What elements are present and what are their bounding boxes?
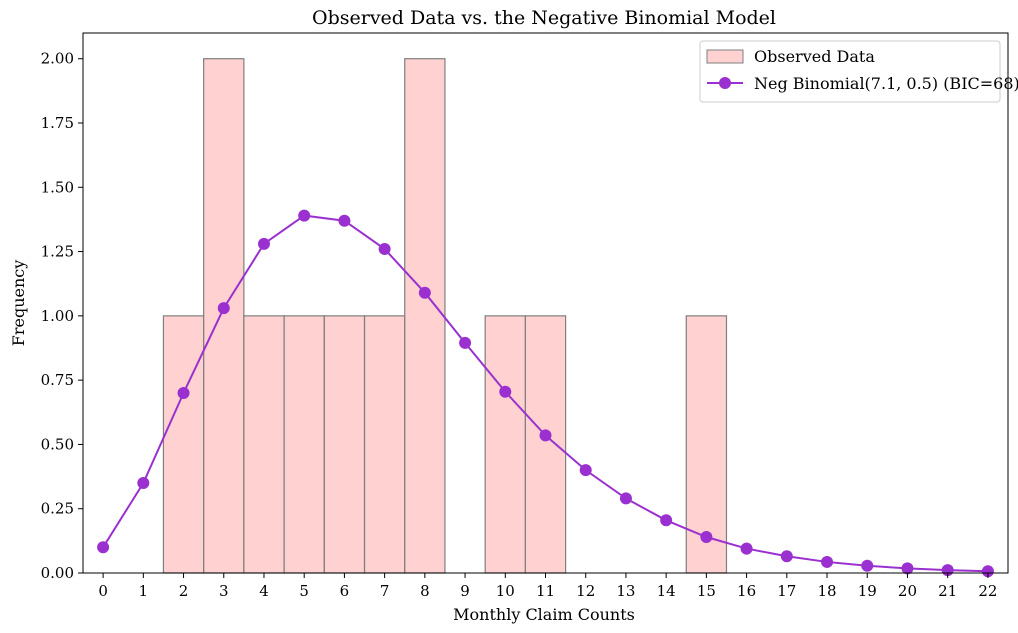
model-point-19 — [861, 559, 874, 572]
legend: Observed Data Neg Binomial(7.1, 0.5) (BI… — [699, 40, 1018, 103]
x-tick-label-11: 11 — [536, 582, 555, 600]
x-tick-label-4: 4 — [259, 582, 269, 600]
bar-15 — [685, 315, 728, 574]
model-point-10 — [499, 385, 512, 398]
y-tick-label-4: 1.00 — [41, 307, 74, 325]
model-point-7 — [378, 243, 391, 255]
x-tick-label-10: 10 — [496, 582, 515, 600]
legend-swatch-observed — [706, 49, 744, 64]
bar-10 — [484, 315, 526, 574]
x-tick-label-5: 5 — [299, 582, 309, 600]
model-point-5 — [298, 209, 311, 222]
x-axis-label: Monthly Claim Counts — [453, 605, 635, 624]
bar-4 — [243, 315, 285, 574]
x-tick-label-8: 8 — [420, 582, 430, 600]
model-point-4 — [257, 237, 270, 250]
y-tick-label-5: 1.25 — [41, 243, 74, 261]
model-point-22 — [981, 565, 994, 578]
x-tick-label-9: 9 — [460, 582, 470, 600]
model-point-16 — [740, 542, 753, 555]
chart-title: Observed Data vs. the Negative Binomial … — [312, 7, 776, 29]
x-tick-label-21: 21 — [938, 582, 957, 600]
x-axis: 0 1 2 3 4 5 6 7 8 9 10 11 12 13 14 15 16 17 18 19 20 21 22 — [98, 573, 997, 600]
model-point-12 — [579, 464, 592, 477]
x-tick-label-2: 2 — [179, 582, 189, 600]
bar-11 — [524, 315, 567, 574]
x-tick-label-0: 0 — [98, 582, 108, 600]
x-tick-label-19: 19 — [858, 582, 877, 600]
model-point-20 — [901, 562, 914, 575]
legend-box — [699, 40, 1001, 103]
model-point-17 — [780, 550, 793, 563]
y-axis: 0.00 0.25 0.50 0.75 1.00 1.25 1.50 1.75 2.00 — [41, 50, 83, 582]
bar-5 — [283, 315, 325, 574]
x-tick-label-18: 18 — [817, 582, 836, 600]
x-tick-label-22: 22 — [978, 582, 997, 600]
x-tick-label-13: 13 — [616, 582, 635, 600]
bar-6 — [323, 315, 366, 574]
model-point-1 — [137, 477, 150, 489]
x-tick-label-1: 1 — [139, 582, 149, 600]
y-tick-label-3: 0.75 — [41, 371, 74, 389]
x-tick-label-20: 20 — [898, 582, 917, 600]
legend-swatch-model-marker — [719, 77, 731, 89]
model-point-9 — [459, 336, 472, 349]
y-axis-label: Frequency — [9, 260, 28, 347]
x-tick-label-12: 12 — [576, 582, 595, 600]
bar-7 — [363, 315, 406, 574]
legend-label-model: Neg Binomial(7.1, 0.5) (BIC=68) — [754, 74, 1018, 93]
x-tick-label-14: 14 — [657, 582, 676, 600]
x-tick-label-16: 16 — [737, 582, 756, 600]
observed-bars — [162, 58, 728, 574]
model-point-3 — [217, 302, 230, 315]
y-tick-label-1: 0.25 — [41, 500, 74, 518]
bar-8 — [404, 58, 446, 574]
model-point-18 — [821, 555, 834, 568]
y-tick-label-2: 0.50 — [41, 435, 74, 453]
model-point-13 — [619, 492, 632, 505]
model-point-0 — [97, 541, 110, 554]
y-tick-label-6: 1.50 — [41, 178, 74, 196]
y-tick-label-7: 1.75 — [41, 114, 74, 132]
y-tick-label-0: 0.00 — [41, 564, 74, 582]
x-tick-label-15: 15 — [697, 582, 716, 600]
bar-3 — [203, 58, 245, 574]
model-point-6 — [338, 214, 351, 227]
legend-label-observed: Observed Data — [754, 47, 875, 66]
model-point-2 — [177, 387, 190, 399]
x-tick-label-6: 6 — [340, 582, 350, 600]
x-tick-label-7: 7 — [380, 582, 390, 600]
x-tick-label-3: 3 — [219, 582, 229, 600]
model-point-8 — [418, 286, 431, 299]
x-tick-label-17: 17 — [777, 582, 796, 600]
bar-2 — [162, 315, 205, 574]
model-point-14 — [660, 514, 673, 527]
y-tick-label-8: 2.00 — [41, 50, 74, 68]
model-point-15 — [700, 531, 713, 543]
model-point-11 — [539, 429, 552, 442]
